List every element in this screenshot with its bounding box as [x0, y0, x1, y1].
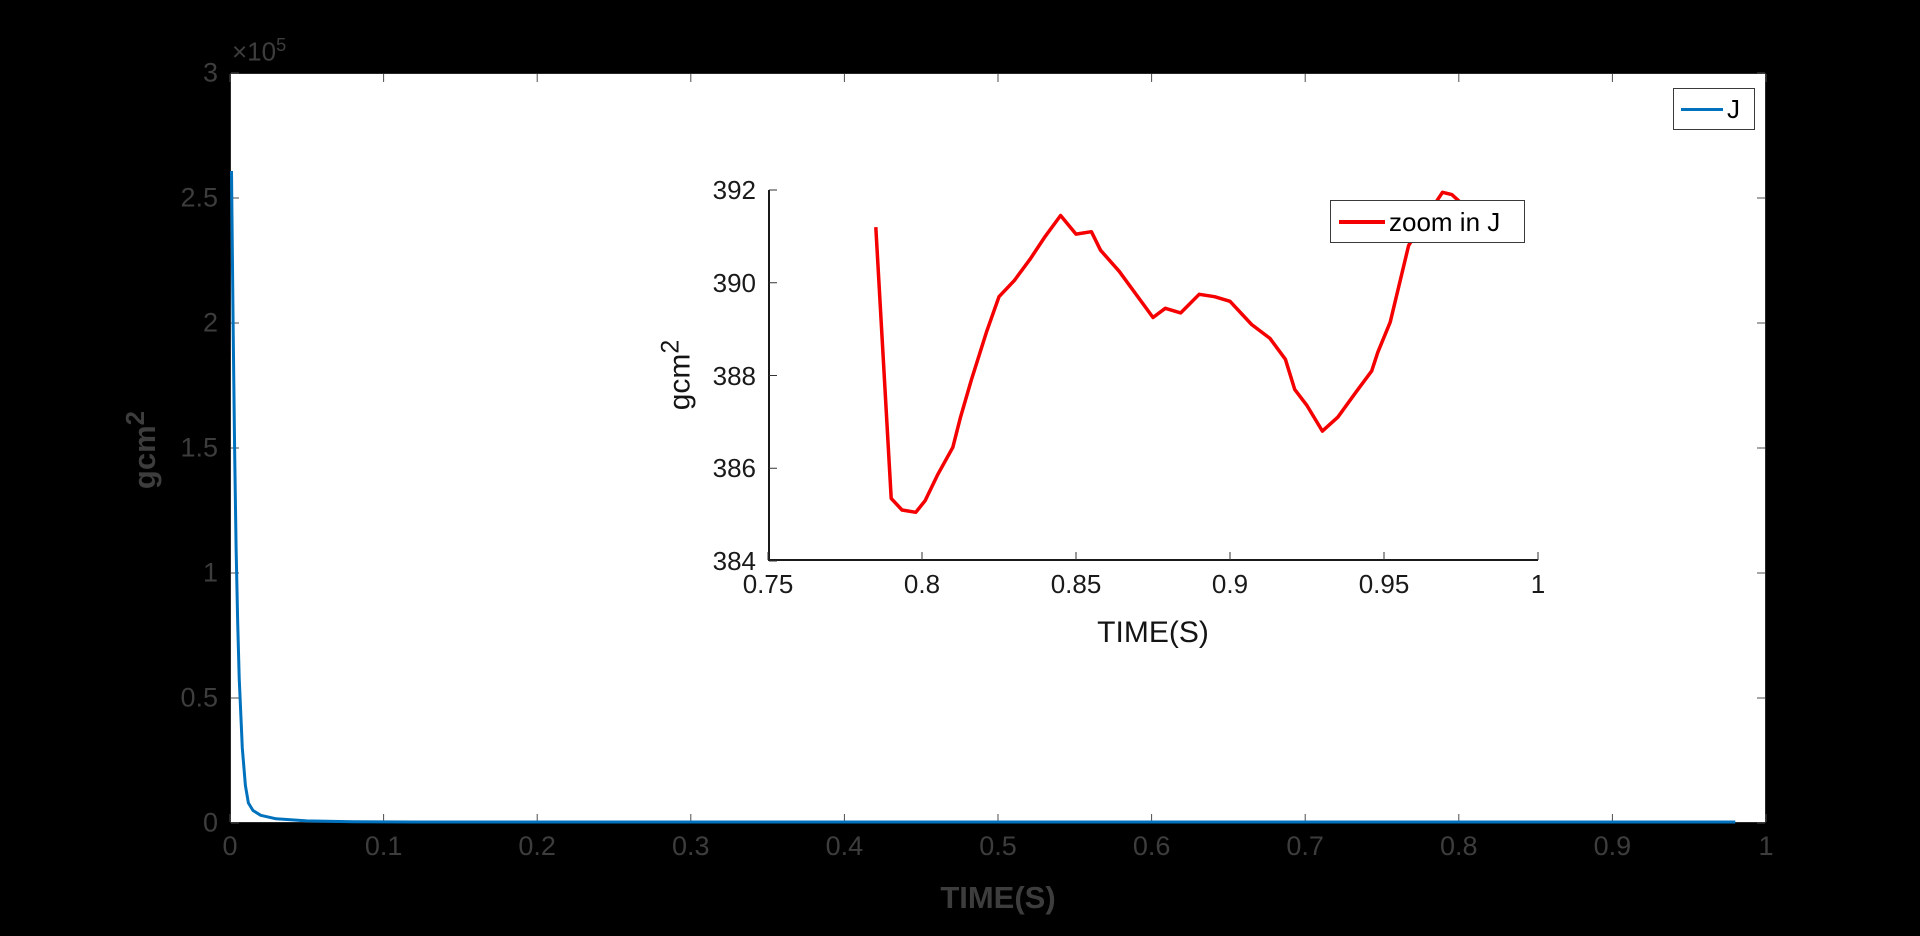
y-tick-label: 390: [712, 267, 756, 298]
exponent-sup: 5: [276, 35, 287, 55]
x-tick-label: 0.3: [672, 831, 710, 861]
x-tick-label: 0: [222, 831, 238, 861]
y-tick-label: 1: [202, 557, 218, 588]
inset-plot-lines: [767, 189, 1539, 562]
exponent-base: ×10: [232, 36, 277, 67]
main-plot-lines: [229, 72, 1767, 824]
y-tick-label: 386: [712, 453, 756, 484]
y-tick-label: 392: [712, 175, 756, 205]
y-tick-label: 3: [202, 57, 218, 88]
ylabel-sup: 2: [121, 410, 150, 426]
x-tick-label: 0.7: [1286, 831, 1324, 861]
x-tick-label: 0.5: [979, 831, 1017, 861]
inset-y-axis-label: gcm2: [656, 339, 697, 411]
y-tick-label: 384: [712, 546, 756, 576]
y-tick-label: 388: [712, 360, 756, 391]
x-tick-label: 0.95: [1358, 569, 1410, 599]
x-tick-label: 1: [1530, 569, 1546, 599]
legend-line-sample-red: [1339, 219, 1385, 224]
inset-ylabel-sup: 2: [656, 339, 685, 354]
y-tick-label: 0.5: [180, 682, 218, 713]
x-tick-label: 0.2: [518, 831, 556, 861]
legend-label-j: J: [1727, 94, 1740, 124]
x-tick-label: 0.6: [1132, 831, 1171, 861]
x-tick-label: 0.8: [1440, 831, 1478, 861]
legend-label-zoom-in-j: zoom in J: [1389, 206, 1501, 237]
legend-line-sample-blue: [1681, 107, 1723, 111]
inset-ylabel-base: gcm: [663, 353, 697, 411]
inset-x-axis-label: TIME(S): [1097, 616, 1209, 649]
x-tick-label: 0.9: [1211, 569, 1249, 599]
x-tick-label: 0.4: [825, 831, 864, 861]
x-tick-label: 0.9: [1593, 831, 1632, 861]
y-tick-label: 2: [202, 307, 218, 338]
main-y-exponent-label: ×105: [232, 36, 286, 65]
main-x-axis-label: TIME(S): [940, 880, 1056, 915]
y-tick-label: 1.5: [180, 432, 218, 463]
x-tick-label: 0.8: [903, 569, 941, 599]
legend-main: J: [1673, 88, 1755, 130]
y-tick-label: 2.5: [180, 182, 218, 213]
main-axes: 0 0.1 0.2 0.3 0.4 0.5 0.6 0.7 0.8 0.9 1 0 0.5 1 1.5 2 2.…: [180, 59, 1773, 860]
y-tick-label: 0: [202, 807, 218, 838]
ylabel-base: gcm: [127, 425, 163, 490]
legend-inset: zoom in J: [1330, 200, 1525, 243]
inset-axes: 0.75 0.8 0.85 0.9 0.95 1 384 386 388 390 392: [713, 177, 1546, 597]
x-tick-label: 1: [1758, 831, 1774, 861]
x-tick-label: 0.85: [1050, 569, 1102, 599]
x-tick-label: 0.1: [364, 831, 403, 861]
main-y-axis-label: gcm2: [121, 410, 163, 490]
x-tick-label: 0.75: [742, 569, 794, 599]
